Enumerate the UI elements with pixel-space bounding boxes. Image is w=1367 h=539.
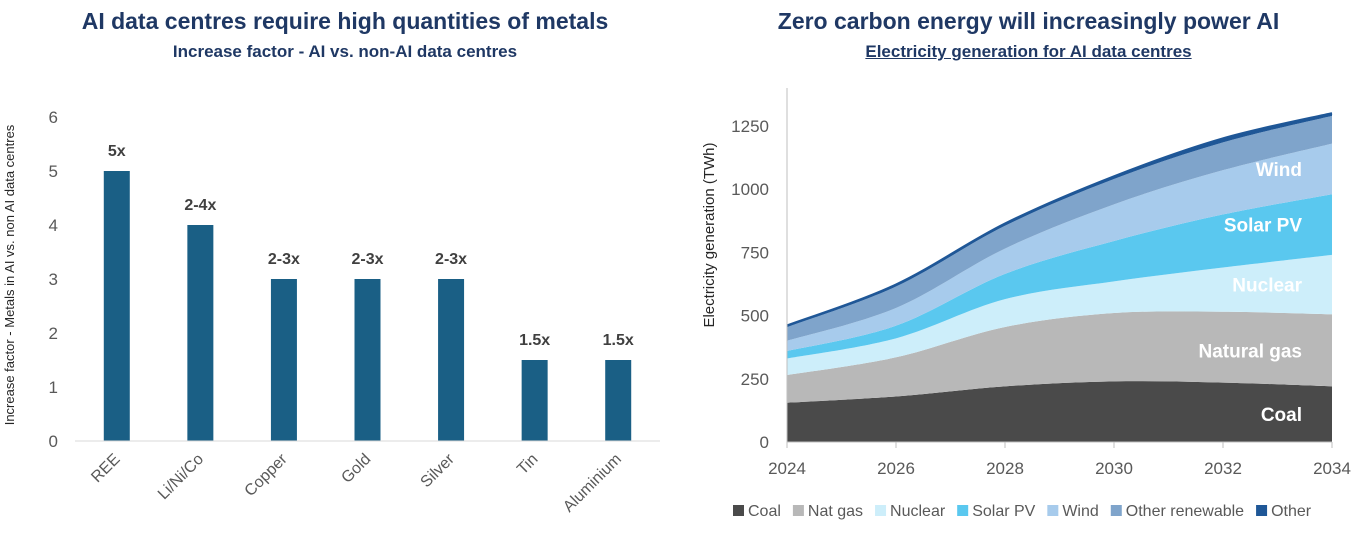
area-nat-gas (787, 311, 1332, 403)
inline-label-nuclear: Nuclear (1232, 276, 1302, 297)
bar-data-label: 2-3x (268, 251, 300, 268)
bar-y-tick-label: 2 (49, 324, 58, 343)
bar-data-label: 1.5x (603, 332, 634, 349)
bar-x-tick-label: Silver (418, 450, 459, 491)
legend-label-coal: Coal (748, 503, 781, 520)
legend-swatch-nuclear (875, 505, 887, 516)
area-y-tick-label: 250 (741, 370, 769, 389)
area-x-tick-label: 2032 (1204, 459, 1242, 478)
bar-aluminium (605, 360, 632, 441)
inline-label-wind: Wind (1256, 160, 1302, 181)
bar-y-tick-label: 5 (49, 162, 58, 181)
area-y-tick-label: 1000 (731, 180, 769, 199)
area-coal (787, 381, 1332, 442)
area-x-tick-label: 2026 (877, 459, 915, 478)
metals-bar-chart: Increase factor - Metals in AI vs. non A… (2, 108, 660, 516)
inline-label-solar_pv: Solar PV (1224, 216, 1302, 237)
inline-label-nat_gas: Natural gas (1199, 341, 1302, 362)
legend-swatch-nat_gas (792, 505, 804, 516)
legend-swatch-solar_pv (957, 505, 969, 516)
area-y-tick-label: 0 (760, 433, 769, 452)
area-x-tick-label: 2034 (1313, 459, 1351, 478)
bar-ree (103, 171, 130, 441)
bar-x-tick-label: REE (88, 451, 123, 486)
bar-series (103, 171, 632, 441)
area-inline-labels: Coal Natural gas Nuclear Solar PV Wind (1199, 160, 1303, 426)
legend-label-nat_gas: Nat gas (808, 503, 863, 520)
bar-y-axis-label: Increase factor - Metals in AI vs. non A… (2, 124, 17, 425)
area-other-renewable (787, 115, 1332, 341)
area-axes: 0 250 500 750 1000 1250 2024 2026 2028 2030 2032 20… (731, 88, 1351, 478)
area-solar-pv (787, 194, 1332, 359)
bar-x-tick-label: Gold (338, 451, 374, 487)
area-y-tick-label: 500 (741, 307, 769, 326)
bar-x-tick-label: Aluminium (560, 451, 625, 516)
legend-label-other: Other (1271, 503, 1312, 520)
legend-swatch-other_renewable (1110, 505, 1122, 516)
bar-data-label: 2-4x (184, 197, 216, 214)
area-y-axis-label: Electricity generation (TWh) (701, 142, 718, 327)
bar-data-label: 1.5x (519, 332, 550, 349)
bar-data-labels: 5x 2-4x 2-3x 2-3x 2-3x 1.5x 1.5x (108, 143, 634, 349)
area-x-tick-label: 2030 (1095, 459, 1133, 478)
legend-swatch-other (1256, 505, 1268, 516)
bar-y-tick-label: 6 (49, 108, 58, 127)
metals-panel: AI data centres require high quantities … (2, 8, 660, 516)
bar-x-tick-label: Copper (242, 450, 292, 500)
legend-label-nuclear: Nuclear (890, 503, 946, 520)
area-series (786, 112, 1333, 442)
bar-gold (354, 279, 381, 441)
bar-tin (521, 360, 548, 441)
bar-li-ni-co (187, 225, 214, 441)
legend-swatch-wind (1047, 505, 1059, 516)
area-y-tick-label: 1250 (731, 117, 769, 136)
area-legend: Coal Nat gas Nuclear Solar PV Wind Other rene… (733, 503, 1312, 520)
area-wind (787, 143, 1332, 351)
area-x-tick-label: 2024 (768, 459, 806, 478)
bar-y-ticks: 0 1 2 3 4 5 6 (49, 108, 58, 451)
bar-x-tick-label: Li/Ni/Co (155, 451, 207, 503)
energy-chart-subtitle: Electricity generation for AI data centr… (865, 42, 1192, 61)
bar-y-tick-label: 0 (49, 432, 58, 451)
legend-label-solar_pv: Solar PV (972, 503, 1035, 520)
metals-chart-subtitle: Increase factor - AI vs. non-AI data cen… (172, 42, 518, 61)
bar-silver (438, 279, 465, 441)
bar-y-tick-label: 1 (49, 378, 58, 397)
energy-area-chart: Electricity generation (TWh) Coal Natural… (701, 88, 1351, 520)
bar-y-tick-label: 4 (49, 216, 58, 235)
legend-swatch-coal (733, 505, 744, 516)
area-y-tick-label: 750 (741, 243, 769, 262)
bar-data-label: 2-3x (435, 251, 467, 268)
bar-data-label: 2-3x (351, 251, 383, 268)
area-nuclear (787, 254, 1332, 375)
metals-chart-title: AI data centres require high quantities … (81, 8, 609, 34)
bar-x-tick-label: Tin (514, 451, 541, 478)
legend-label-wind: Wind (1062, 503, 1098, 520)
bar-y-tick-label: 3 (49, 270, 58, 289)
bar-data-label: 5x (108, 143, 126, 160)
bar-copper (270, 279, 297, 441)
inline-label-coal: Coal (1261, 405, 1302, 426)
energy-panel: Zero carbon energy will increasingly pow… (690, 0, 1367, 539)
legend-label-other_renewable: Other renewable (1126, 503, 1244, 520)
energy-chart-title: Zero carbon energy will increasingly pow… (777, 8, 1280, 34)
area-total-outline (786, 112, 1333, 327)
area-x-tick-label: 2028 (986, 459, 1024, 478)
bar-x-ticks: REE Li/Ni/Co Copper Gold Silver Tin Aluminium (88, 450, 625, 515)
